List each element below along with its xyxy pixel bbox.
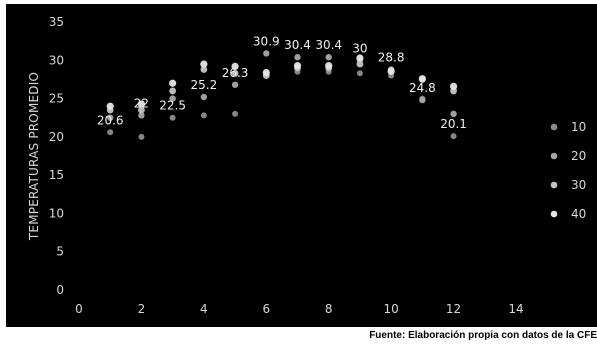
series-40-point	[231, 62, 239, 71]
series-40-point	[387, 67, 395, 75]
series-30-point	[356, 60, 364, 68]
chart-panel: TEMPERATURAS PROMEDIO 0 5 10 15 20 25 30 35 0 2 4 6 8…	[6, 4, 597, 327]
series-20-point	[107, 114, 114, 121]
x-tick-label: 8	[325, 302, 333, 316]
x-tick-label: 4	[200, 302, 208, 316]
series-20-point	[294, 54, 301, 61]
series-40-point	[418, 75, 426, 83]
data-label: 22.5	[159, 99, 186, 113]
series-10-point	[107, 129, 114, 136]
series-10-point	[169, 114, 176, 121]
series-30-point	[138, 106, 145, 114]
legend-label-40: 40	[571, 207, 586, 221]
legend-marker-10	[550, 123, 558, 131]
y-axis-title: TEMPERATURAS PROMEDIO	[27, 72, 41, 241]
series-20-point	[231, 81, 239, 88]
x-tick-label: 14	[508, 302, 523, 316]
data-label: 25.2	[190, 78, 217, 92]
series-10-point	[356, 70, 363, 77]
series-20-point	[263, 50, 270, 57]
series-30-point	[169, 87, 177, 95]
legend-marker-20	[550, 152, 558, 160]
legend-marker-30	[550, 181, 558, 189]
series-20-point	[450, 110, 457, 118]
y-tick-label: 15	[49, 168, 64, 182]
y-tick-label: 35	[49, 15, 64, 29]
x-tick-label: 0	[75, 302, 83, 316]
series-10-point	[232, 110, 239, 117]
data-label: 30	[352, 41, 367, 55]
series-20-point	[419, 96, 426, 104]
legend-label-10: 10	[571, 120, 586, 134]
data-label: 30.9	[253, 34, 280, 48]
data-label: 24.8	[409, 81, 436, 95]
legend-label-30: 30	[571, 178, 586, 192]
x-tick-label: 6	[262, 302, 270, 316]
data-label: 30.4	[284, 38, 311, 52]
series-30-point	[231, 69, 239, 77]
y-tick-label: 10	[49, 206, 64, 220]
y-tick-label: 20	[49, 130, 64, 144]
series-40-point	[262, 68, 270, 77]
data-label: 30.4	[315, 38, 342, 52]
data-label: 22	[134, 96, 149, 110]
series-10-point	[450, 133, 457, 140]
series-10-point	[200, 112, 207, 119]
series-40-point	[356, 54, 364, 62]
temperature-scatter-chart: TEMPERATURAS PROMEDIO 0 5 10 15 20 25 30 35 0 2 4 6 8…	[27, 15, 586, 316]
y-tick-label: 5	[56, 245, 64, 259]
y-tick-label: 0	[56, 283, 64, 297]
series-20-point	[169, 95, 176, 102]
series-40-point	[106, 102, 114, 110]
data-label: 20.6	[97, 113, 124, 127]
series-40-point	[137, 100, 146, 108]
x-tick-label: 10	[384, 302, 399, 316]
series-20-point	[325, 54, 332, 61]
series-40-point	[169, 79, 177, 87]
data-label: 26.3	[222, 66, 249, 80]
legend-label-20: 20	[571, 149, 586, 163]
series-10-point	[138, 133, 145, 140]
x-tick-label: 12	[446, 302, 461, 316]
data-label: 28.8	[378, 50, 405, 64]
y-tick-label: 30	[49, 53, 64, 67]
series-20-point	[200, 93, 208, 101]
y-tick-label: 25	[49, 92, 64, 106]
source-note: Fuente: Elaboración propia con datos de …	[369, 330, 597, 341]
series-40-point	[325, 62, 333, 70]
data-label: 20.1	[440, 117, 467, 131]
series-20-point	[138, 112, 145, 119]
series-40-point	[293, 62, 302, 70]
x-tick-label: 2	[138, 302, 146, 316]
series-40-point	[449, 82, 458, 90]
series-30-point	[200, 66, 208, 73]
series-40-point	[200, 60, 208, 68]
legend-marker-40	[550, 210, 558, 218]
